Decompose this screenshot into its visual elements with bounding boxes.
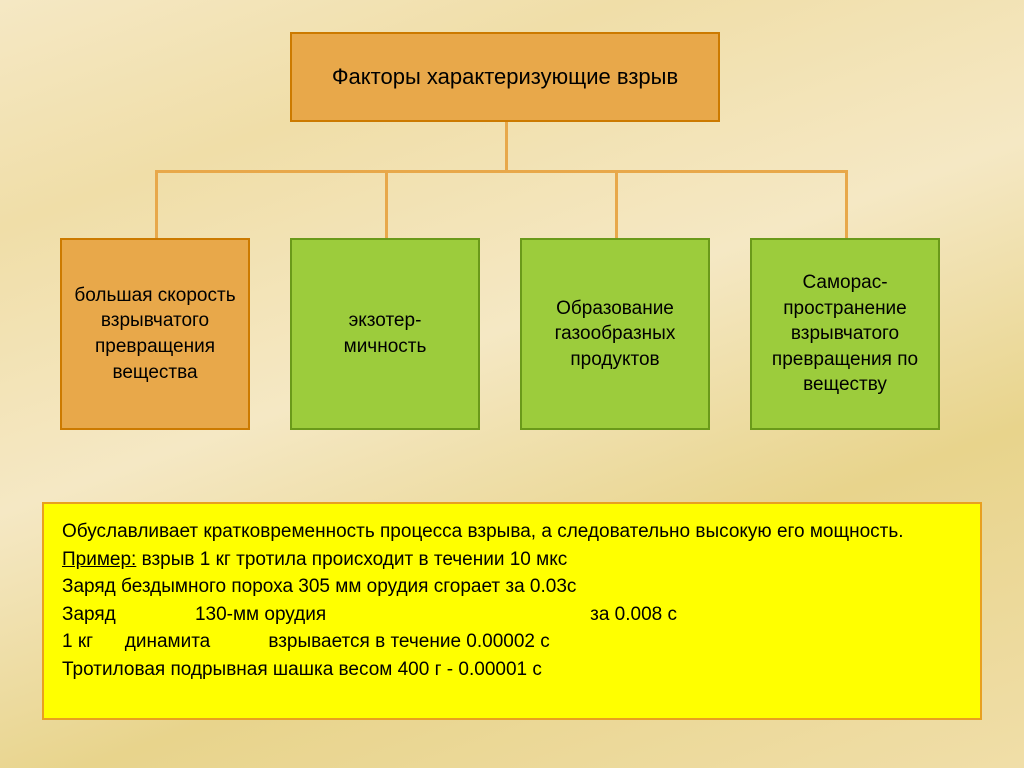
description-line: 1 кг динамита взрывается в течение 0.000… bbox=[62, 628, 962, 656]
description-text: взрыв 1 кг тротила происходит в течении … bbox=[136, 549, 567, 570]
child-node-1: экзотер- мичность bbox=[290, 238, 480, 430]
root-node: Факторы характеризующие взрыв bbox=[290, 32, 720, 122]
child-node-0: большая скорость взрывчатого превращения… bbox=[60, 238, 250, 430]
description-underline: Пример: bbox=[62, 549, 136, 570]
connector-drop bbox=[845, 170, 848, 238]
child-node-3: Саморас- пространение взрывчатого превра… bbox=[750, 238, 940, 430]
connector-hbar bbox=[155, 170, 847, 173]
connector-trunk bbox=[505, 122, 508, 170]
connector-drop bbox=[615, 170, 618, 238]
child-label: Саморас- пространение взрывчатого превра… bbox=[762, 270, 928, 398]
connector-drop bbox=[155, 170, 158, 238]
connector-drop bbox=[385, 170, 388, 238]
description-line: Тротиловая подрывная шашка весом 400 г -… bbox=[62, 656, 962, 684]
root-label: Факторы характеризующие взрыв bbox=[332, 62, 678, 92]
description-line: Заряд 130-мм орудия за 0.008 с bbox=[62, 601, 962, 629]
description-panel: Обуславливает кратковременность процесса… bbox=[42, 502, 982, 720]
child-node-2: Образование газообразных продуктов bbox=[520, 238, 710, 430]
child-label: Образование газообразных продуктов bbox=[532, 296, 698, 373]
child-label: большая скорость взрывчатого превращения… bbox=[72, 283, 238, 386]
description-line: Пример: взрыв 1 кг тротила происходит в … bbox=[62, 546, 962, 574]
description-line: Заряд бездымного пороха 305 мм орудия сг… bbox=[62, 573, 962, 601]
child-label: экзотер- мичность bbox=[344, 308, 427, 359]
description-line: Обуславливает кратковременность процесса… bbox=[62, 518, 962, 546]
